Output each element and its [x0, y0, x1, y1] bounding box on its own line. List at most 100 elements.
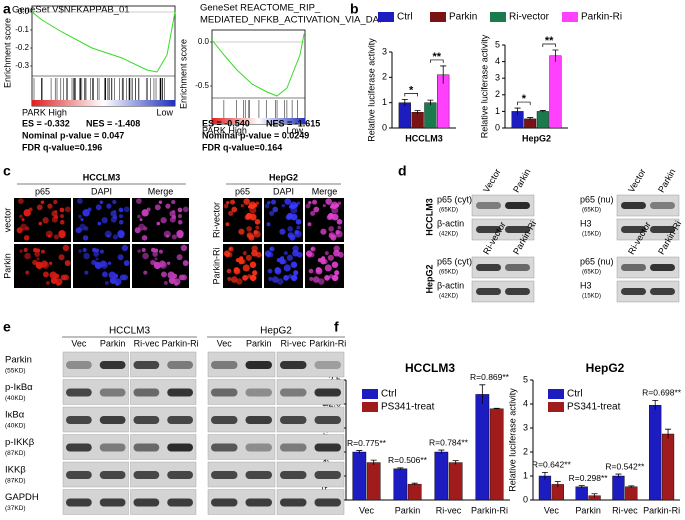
cell: [274, 267, 282, 275]
lane-label: Parkin-Ri: [309, 338, 346, 348]
cell: [101, 271, 108, 278]
cell: [251, 249, 258, 257]
cell: [117, 254, 124, 261]
cell: [32, 247, 38, 253]
cell: [91, 259, 97, 266]
cell: [143, 270, 148, 275]
cell: [268, 276, 273, 282]
cell: [93, 251, 99, 257]
annotation: R=0.506**: [388, 455, 428, 465]
cell: [244, 214, 251, 221]
blot-band: [280, 388, 307, 397]
size-label: (15KD): [582, 232, 601, 238]
blot-band: [211, 471, 238, 479]
size-label: (42KD): [439, 232, 458, 238]
cell-label: HCCLM3: [424, 198, 434, 236]
error-bar: [440, 65, 447, 84]
cell: [334, 270, 340, 276]
cell: [36, 257, 40, 261]
rank-gradient: [212, 118, 305, 124]
significance: **: [545, 35, 554, 47]
cell: [271, 276, 279, 283]
annotation: R=0.869**: [470, 372, 510, 382]
panel-label: d: [398, 163, 407, 179]
cell: [242, 274, 248, 281]
blot-band: [133, 361, 160, 369]
blot-band: [505, 264, 530, 271]
blot-strip: [471, 280, 535, 303]
cell: [296, 201, 301, 205]
legend-swatch: [378, 12, 394, 22]
blot-band: [280, 416, 307, 424]
blot-band: [167, 361, 193, 369]
rank-gradient: [32, 100, 175, 106]
bar: [448, 462, 463, 501]
cell: [121, 244, 129, 252]
error-bar: [370, 459, 377, 465]
cell-title: HepG2: [269, 172, 298, 182]
cell: [336, 219, 343, 225]
cell: [308, 200, 312, 205]
cell: [331, 261, 339, 268]
cell: [264, 203, 270, 209]
y-tick-label: 0.0: [18, 7, 30, 16]
blot-band: [167, 471, 193, 479]
y-tick-label: -0.1: [15, 25, 29, 34]
blot-band: [99, 471, 126, 479]
row-label: Parkin: [2, 253, 12, 279]
cell: [59, 207, 65, 213]
stat: Nominal p-value = 0.047: [22, 130, 124, 140]
chart-title: HCCLM3: [405, 361, 455, 375]
cell: [99, 200, 104, 204]
bar: [575, 486, 588, 501]
cell: [325, 198, 332, 205]
blot-band: [167, 498, 193, 507]
cell: [56, 282, 61, 286]
cell: [163, 230, 171, 238]
cell: [225, 222, 230, 227]
cell: [266, 222, 271, 227]
cell: [255, 225, 260, 230]
cell: [178, 274, 185, 281]
cell: [307, 222, 312, 227]
cell: [309, 276, 314, 282]
cell: [247, 205, 252, 209]
cell: [249, 206, 257, 214]
cell: [332, 205, 337, 210]
cell: [110, 210, 117, 217]
cell: [150, 259, 156, 266]
blot-band: [133, 388, 160, 397]
size-label: (40KD): [5, 423, 26, 430]
legend-label: PS341-treat: [567, 402, 621, 413]
y-tick-label: 2: [523, 446, 528, 456]
cell: [310, 246, 316, 252]
size-label: (65KD): [439, 208, 458, 214]
blot-strip: [616, 194, 680, 217]
cell: [104, 230, 112, 238]
cell: [171, 199, 176, 205]
cell: [329, 205, 334, 209]
x-tick-label: Vec: [359, 505, 375, 515]
cell: [123, 260, 130, 267]
cell: [294, 230, 302, 238]
cell: [152, 251, 158, 257]
significance: **: [433, 51, 442, 63]
column-label: Merge: [312, 186, 338, 196]
column-label: Merge: [148, 186, 174, 196]
cell: [19, 214, 23, 219]
cell: [226, 268, 232, 274]
cell: [91, 247, 97, 253]
cell: [118, 214, 124, 219]
legend-swatch: [362, 389, 378, 399]
cell: [289, 234, 296, 241]
cell: [240, 203, 244, 208]
x-tick-label: Vec: [544, 505, 560, 515]
blot-band: [621, 226, 646, 233]
cell: [243, 198, 250, 205]
blot-band: [621, 264, 646, 271]
cell: [32, 259, 38, 266]
cell: [291, 205, 296, 210]
cell: [23, 247, 28, 253]
cell: [247, 274, 252, 279]
cell: [45, 281, 50, 285]
